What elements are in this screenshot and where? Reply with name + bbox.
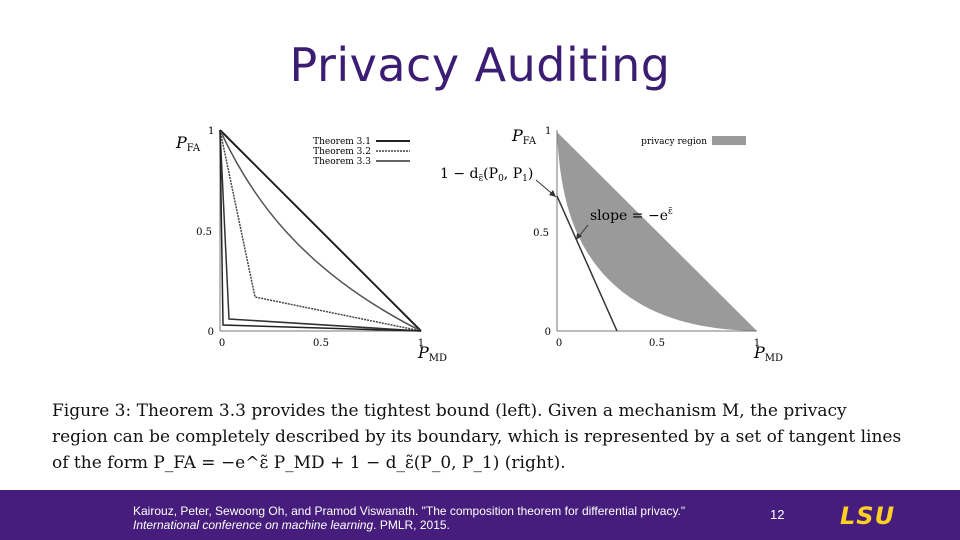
left-y-label: PFA xyxy=(175,133,201,154)
right-y-tick-0-5: 0.5 xyxy=(533,228,549,239)
left-x-label: PMD xyxy=(417,343,447,364)
right-x-tick-1: 1 xyxy=(754,338,760,349)
right-x-label: PMD xyxy=(753,343,783,364)
left-y-tick-0-5: 0.5 xyxy=(196,227,212,238)
caption-line-1: Figure 3: Theorem 3.3 provides the tight… xyxy=(52,401,847,421)
citation-venue: International conference on machine lear… xyxy=(133,518,374,532)
right-legend: privacy region xyxy=(641,136,746,147)
figure-plots: 0.5 0 1 0 0.5 1 PFA PMD Theorem 3.1 Theo… xyxy=(175,126,783,364)
legend-theorem31: Theorem 3.1 xyxy=(313,137,371,147)
legend-theorem33: Theorem 3.3 xyxy=(313,157,371,167)
citation-authors-title: Kairouz, Peter, Sewoong Oh, and Pramod V… xyxy=(133,504,686,518)
left-x-tick-0-5: 0.5 xyxy=(313,338,329,349)
left-x-tick-0: 0 xyxy=(219,338,225,349)
figure-caption: Figure 3: Theorem 3.3 provides the tight… xyxy=(52,398,912,476)
left-y-tick-1: 1 xyxy=(208,126,214,137)
tangent-line xyxy=(556,195,618,332)
slide-title: Privacy Auditing xyxy=(289,38,671,92)
left-curve-a xyxy=(219,129,422,332)
left-curve-b xyxy=(219,129,422,332)
citation-publisher-year: . PMLR, 2015. xyxy=(373,518,450,532)
lsu-logo: LSU xyxy=(840,502,896,530)
legend-privacy-swatch xyxy=(712,136,746,145)
right-x-tick-0-5: 0.5 xyxy=(649,338,665,349)
page-number: 12 xyxy=(770,507,785,522)
left-legend: Theorem 3.1 Theorem 3.2 Theorem 3.3 xyxy=(313,137,410,167)
legend-theorem32: Theorem 3.2 xyxy=(313,147,371,157)
right-plot: 0.5 0 1 0 0.5 1 PFA PMD 1 − dε̃(P0, P1) … xyxy=(440,126,783,364)
left-theorem31-line xyxy=(219,129,422,332)
intercept-annotation: 1 − dε̃(P0, P1) xyxy=(440,166,533,184)
right-y-tick-1: 1 xyxy=(545,126,551,137)
citation: Kairouz, Peter, Sewoong Oh, and Pramod V… xyxy=(133,504,763,532)
legend-privacy-region: privacy region xyxy=(641,137,707,147)
privacy-region-shape xyxy=(557,132,757,331)
left-plot: 0.5 0 1 0 0.5 1 PFA PMD Theorem 3.1 Theo… xyxy=(175,126,447,364)
right-y-tick-0: 0 xyxy=(545,327,551,338)
left-x-tick-1: 1 xyxy=(418,338,424,349)
caption-line-3: of the form P_FA = −e^ε̃ P_MD + 1 − d_ε̃… xyxy=(52,453,566,473)
caption-line-2: region can be completely described by it… xyxy=(52,427,902,447)
left-theorem33-curve xyxy=(219,129,422,332)
footer-bar: Kairouz, Peter, Sewoong Oh, and Pramod V… xyxy=(0,490,960,540)
right-y-label: PFA xyxy=(511,126,537,147)
left-y-tick-0: 0 xyxy=(208,327,214,338)
left-theorem32-curve xyxy=(219,129,422,332)
right-x-tick-0: 0 xyxy=(556,338,562,349)
slope-annotation: slope = −eε̃ xyxy=(590,206,673,224)
